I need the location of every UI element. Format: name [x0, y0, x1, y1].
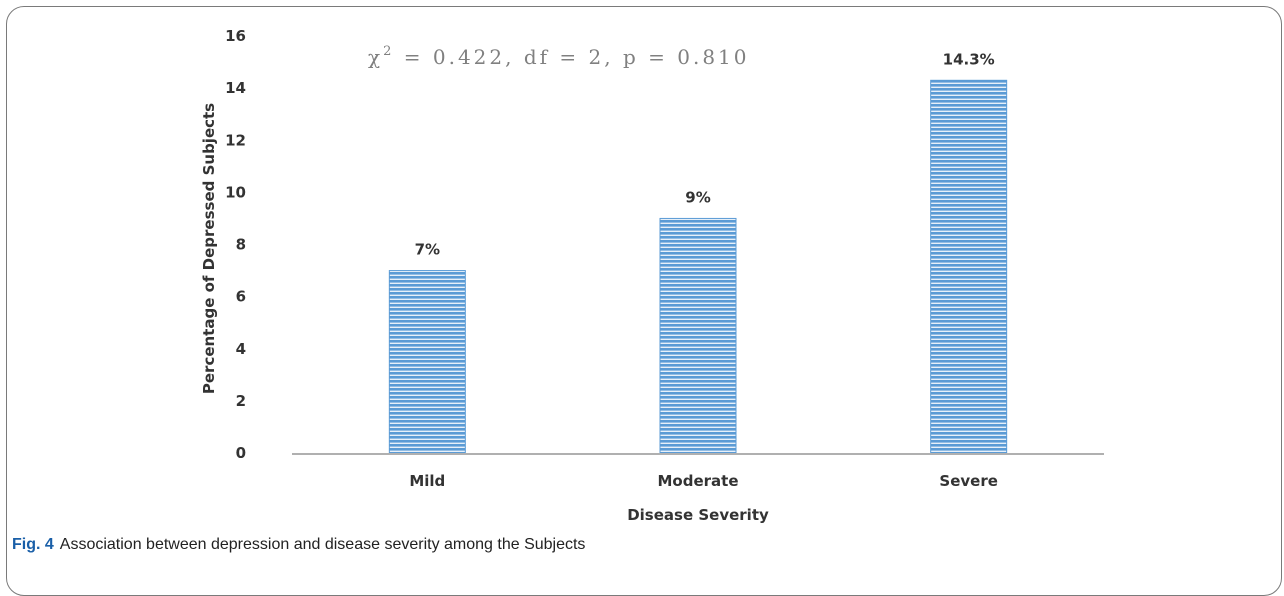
chi-square-annotation: χ2 = 0.422, df = 2, p = 0.810 — [368, 44, 750, 69]
chi-superscript: 2 — [383, 44, 394, 59]
y-tick-label: 16 — [225, 27, 246, 45]
y-tick-label: 12 — [225, 131, 246, 149]
y-tick-label: 6 — [236, 288, 246, 306]
bar-severe — [930, 79, 1008, 454]
category-label-mild: Mild — [409, 472, 445, 490]
y-tick-label: 8 — [236, 236, 246, 254]
x-axis-title: Disease Severity — [627, 506, 769, 524]
category-labels: Mild Moderate Severe — [409, 472, 998, 490]
chi-statistics: = 0.422, df = 2, p = 0.810 — [394, 45, 749, 69]
category-label-moderate: Moderate — [657, 472, 738, 490]
figure-caption-text: Association between depression and disea… — [59, 536, 586, 553]
data-labels: 7% 9% 14.3% — [415, 50, 995, 258]
bar-mild — [388, 270, 466, 454]
bars — [388, 79, 1008, 454]
data-label-moderate: 9% — [685, 188, 710, 206]
y-tick-label: 4 — [236, 340, 246, 358]
data-label-severe: 14.3% — [943, 50, 995, 68]
bar-moderate — [659, 217, 737, 454]
y-axis-ticks: 0 2 4 6 8 10 12 14 16 — [225, 27, 246, 462]
chi-symbol: χ — [368, 45, 383, 69]
figure-caption: Fig. 4 Association between depression and… — [12, 536, 585, 554]
category-label-severe: Severe — [939, 472, 998, 490]
y-tick-label: 2 — [236, 392, 246, 410]
y-tick-label: 10 — [225, 183, 246, 201]
data-label-mild: 7% — [415, 241, 440, 259]
y-tick-label: 14 — [225, 79, 246, 97]
y-tick-label: 0 — [236, 444, 246, 462]
bar-chart: 0 2 4 6 8 10 12 14 16 7% 9% 14.3% Mild Moderate Seve… — [200, 27, 1104, 524]
y-axis-title: Percentage of Depressed Subjects — [200, 103, 218, 394]
figure-label: Fig. 4 — [12, 536, 54, 553]
